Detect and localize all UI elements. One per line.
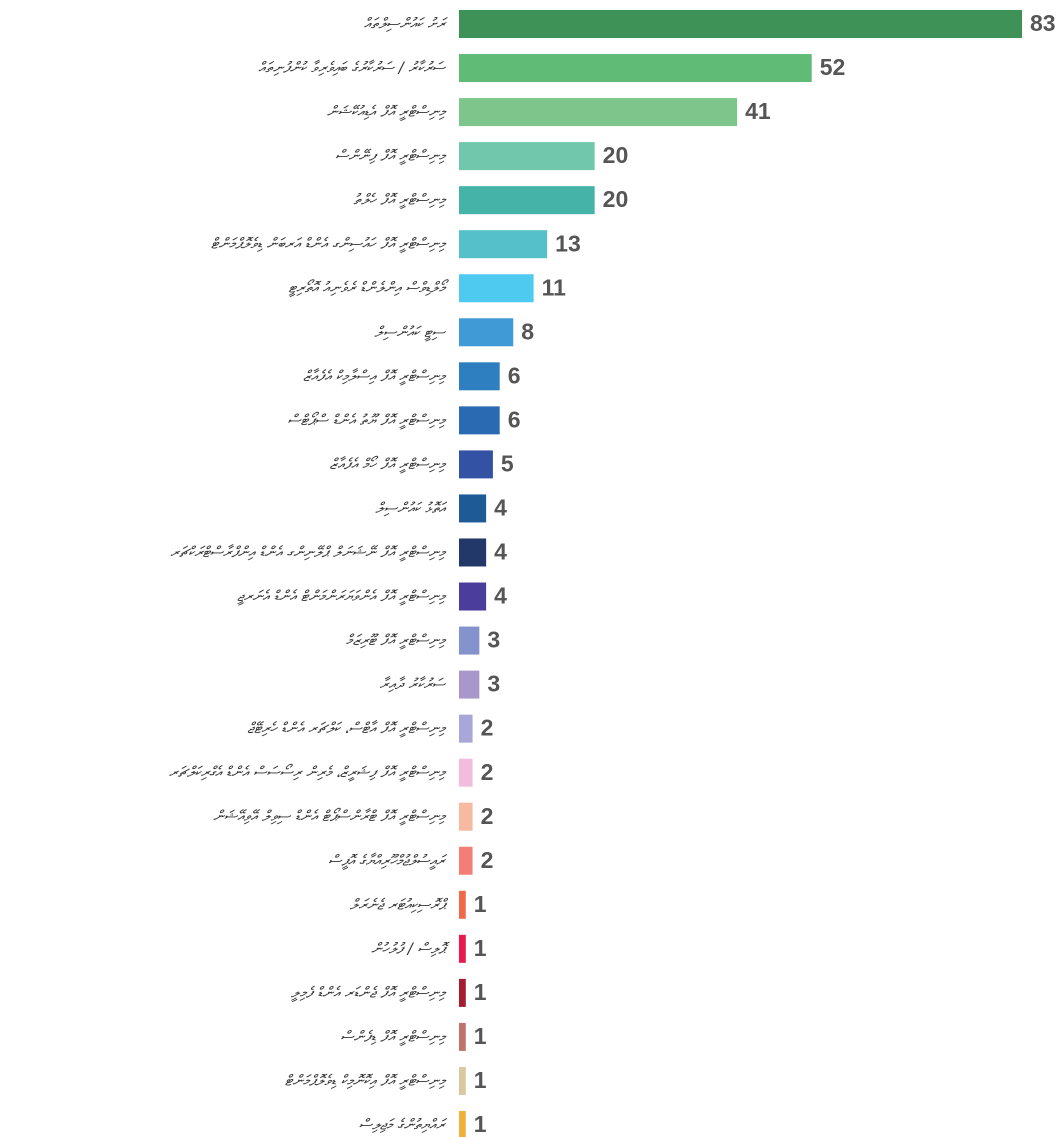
category-label: މިނިސްޓްރީ އޮފް ޑިފެންސް	[340, 1027, 446, 1046]
bar	[459, 10, 1022, 38]
bar	[459, 142, 595, 171]
value-label: 2	[481, 803, 494, 829]
category-label: މިނިސްޓްރީ އޮފް ފިޝަރީޒް، މެރިން ރިސޯސަސ…	[169, 763, 447, 782]
value-label: 13	[555, 230, 581, 256]
category-label: ރައީސުލްޖުމްހޫރިއްޔާގެ އޮފީސް	[328, 851, 447, 870]
bar	[459, 714, 473, 743]
value-label: 4	[494, 583, 507, 609]
value-label: 2	[481, 847, 494, 873]
category-label: މިނިސްޓްރީ އޮފް ހައުސިންގ އެންޑް އަރބަން…	[211, 235, 447, 254]
category-label: މިނިސްޓްރީ އޮފް ނޭޝަނަލް ޕްލޭނިންގ އެންޑ…	[170, 543, 447, 562]
value-label: 3	[487, 671, 500, 697]
value-label: 4	[494, 495, 507, 521]
bar	[459, 802, 473, 831]
bar	[459, 670, 480, 699]
category-label: ރައްޔިތުންގެ މަޖިލިސް	[359, 1116, 447, 1134]
bar	[459, 758, 473, 787]
bar	[459, 582, 487, 611]
category-label: ސަރުކާރު ދާއިރާ	[380, 675, 447, 693]
category-label: މިނިސްޓްރީ އޮފް ޖެންޑަރ އެންޑް ފެމިލީ	[291, 983, 447, 1002]
bar	[459, 1066, 466, 1095]
bar	[459, 538, 487, 567]
value-label: 4	[494, 539, 507, 565]
category-label: މިނިސްޓްރީ އޮފް ޓޫރިޒަމް	[346, 631, 447, 650]
value-label: 6	[508, 406, 521, 432]
category-label: މިނިސްޓްރީ އޮފް އިސްލާމިކް އެފެއާޒް	[303, 367, 447, 386]
bar	[459, 1022, 466, 1051]
value-label: 1	[474, 979, 487, 1005]
bar	[459, 978, 466, 1007]
value-label: 6	[508, 362, 521, 388]
bar	[459, 274, 534, 303]
category-label: އަތޮޅު ކައުންސިލް	[375, 499, 447, 517]
value-label: 2	[481, 759, 494, 785]
category-label: މިނިސްޓްރީ އޮފް ޔޫތު އެންޑް ސްޕޯޓްސް	[287, 411, 446, 430]
value-label: 5	[501, 450, 514, 476]
value-label: 41	[745, 98, 771, 124]
value-label: 1	[474, 891, 487, 917]
value-label: 1	[474, 1067, 487, 1093]
category-label: ސިޓީ ކައުންސިލް	[374, 323, 446, 342]
bar	[459, 934, 466, 963]
bar	[459, 98, 738, 127]
category-label: މިނިސްޓްރީ އޮފް އެޑިއުކޭޝަން	[327, 103, 447, 122]
category-label: މިނިސްޓްރީ އޮފް އެންވަޔަރަންމަންޓް އެންޑ…	[237, 587, 447, 606]
value-label: 1	[474, 935, 487, 961]
value-label: 1	[474, 1023, 487, 1049]
bar	[459, 846, 473, 875]
value-label: 11	[542, 274, 567, 300]
value-label: 2	[481, 715, 494, 741]
category-label: ސަރުކާރު / ސަރުކާރުގެ ބައިވެރިވާ ކުންފުނ…	[258, 59, 446, 77]
value-label: 3	[487, 627, 500, 653]
bar	[459, 318, 514, 347]
bar	[459, 890, 466, 919]
category-label: ރަށު ކައުންސިލްތައް	[364, 15, 448, 33]
category-label: ޕްރޮސިކިއުޓަރ ޖެނެރަލް	[350, 895, 449, 913]
bar	[459, 1111, 466, 1137]
category-label: މޯލްޑިވްސް އިންލެންޑް ރެވެނިއު އޮތޯރިޓީ	[288, 279, 449, 298]
category-label: މިނިސްޓްރީ އޮފް އިކޮނޮމިކް ޑިވެލޮޕްމަންޓ…	[285, 1071, 447, 1090]
category-label: މިނިސްޓްރީ އޮފް އާޓްސް، ކަލްޗަރ އެންޑް ހ…	[247, 719, 446, 738]
value-label: 8	[521, 318, 534, 344]
bar	[459, 54, 812, 83]
value-label: 20	[603, 186, 629, 212]
bar	[459, 186, 595, 215]
bar	[459, 450, 493, 479]
category-label: މިނިސްޓްރީ އޮފް ހޯމް އެފެއާޒް	[330, 455, 447, 474]
value-label: 20	[603, 142, 629, 168]
bar	[459, 626, 480, 655]
bar	[459, 406, 500, 435]
category-label: މިނިސްޓްރީ އޮފް ޓްރާންސްޕޯޓް އެންޑް ސިވި…	[213, 807, 447, 826]
category-label: ޕޮލިސް / ފުލުހުން	[371, 939, 450, 957]
bar	[459, 362, 500, 391]
bar	[459, 230, 548, 259]
category-label: މިނިސްޓްރީ އޮފް ފިނޭންސް	[335, 147, 447, 166]
value-label: 52	[820, 54, 846, 80]
value-label: 83	[1030, 10, 1056, 36]
value-label: 1	[474, 1111, 487, 1137]
bar	[459, 494, 487, 523]
category-label: މިނިސްޓްރީ އޮފް ހެލްތު	[354, 191, 447, 210]
